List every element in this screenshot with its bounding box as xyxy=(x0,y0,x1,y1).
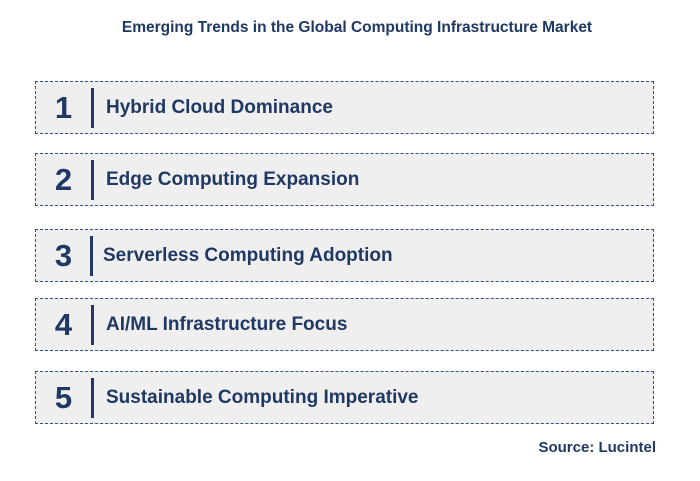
trend-divider xyxy=(91,88,94,128)
trend-divider xyxy=(90,236,93,276)
source-note: Source: Lucintel xyxy=(538,439,656,456)
trend-number: 1 xyxy=(54,89,73,125)
trend-item-4: 4 AI/ML Infrastructure Focus xyxy=(35,298,654,351)
trend-item-3: 3 Serverless Computing Adoption xyxy=(35,229,654,282)
trend-number: 3 xyxy=(54,237,73,273)
trend-label: Sustainable Computing Imperative xyxy=(106,386,419,408)
trend-label: Serverless Computing Adoption xyxy=(103,244,393,266)
page-title: Emerging Trends in the Global Computing … xyxy=(121,19,593,36)
trend-label: AI/ML Infrastructure Focus xyxy=(106,313,348,335)
trend-item-1: 1 Hybrid Cloud Dominance xyxy=(35,81,654,134)
trend-number: 2 xyxy=(54,161,73,197)
trend-label: Edge Computing Expansion xyxy=(106,168,360,190)
trend-number: 4 xyxy=(54,306,73,342)
trend-label: Hybrid Cloud Dominance xyxy=(106,96,333,118)
trend-item-5: 5 Sustainable Computing Imperative xyxy=(35,371,654,424)
trend-divider xyxy=(91,160,94,200)
trend-divider xyxy=(91,378,94,418)
trend-number: 5 xyxy=(54,379,73,415)
trend-item-2: 2 Edge Computing Expansion xyxy=(35,153,654,206)
trend-divider xyxy=(91,305,94,345)
